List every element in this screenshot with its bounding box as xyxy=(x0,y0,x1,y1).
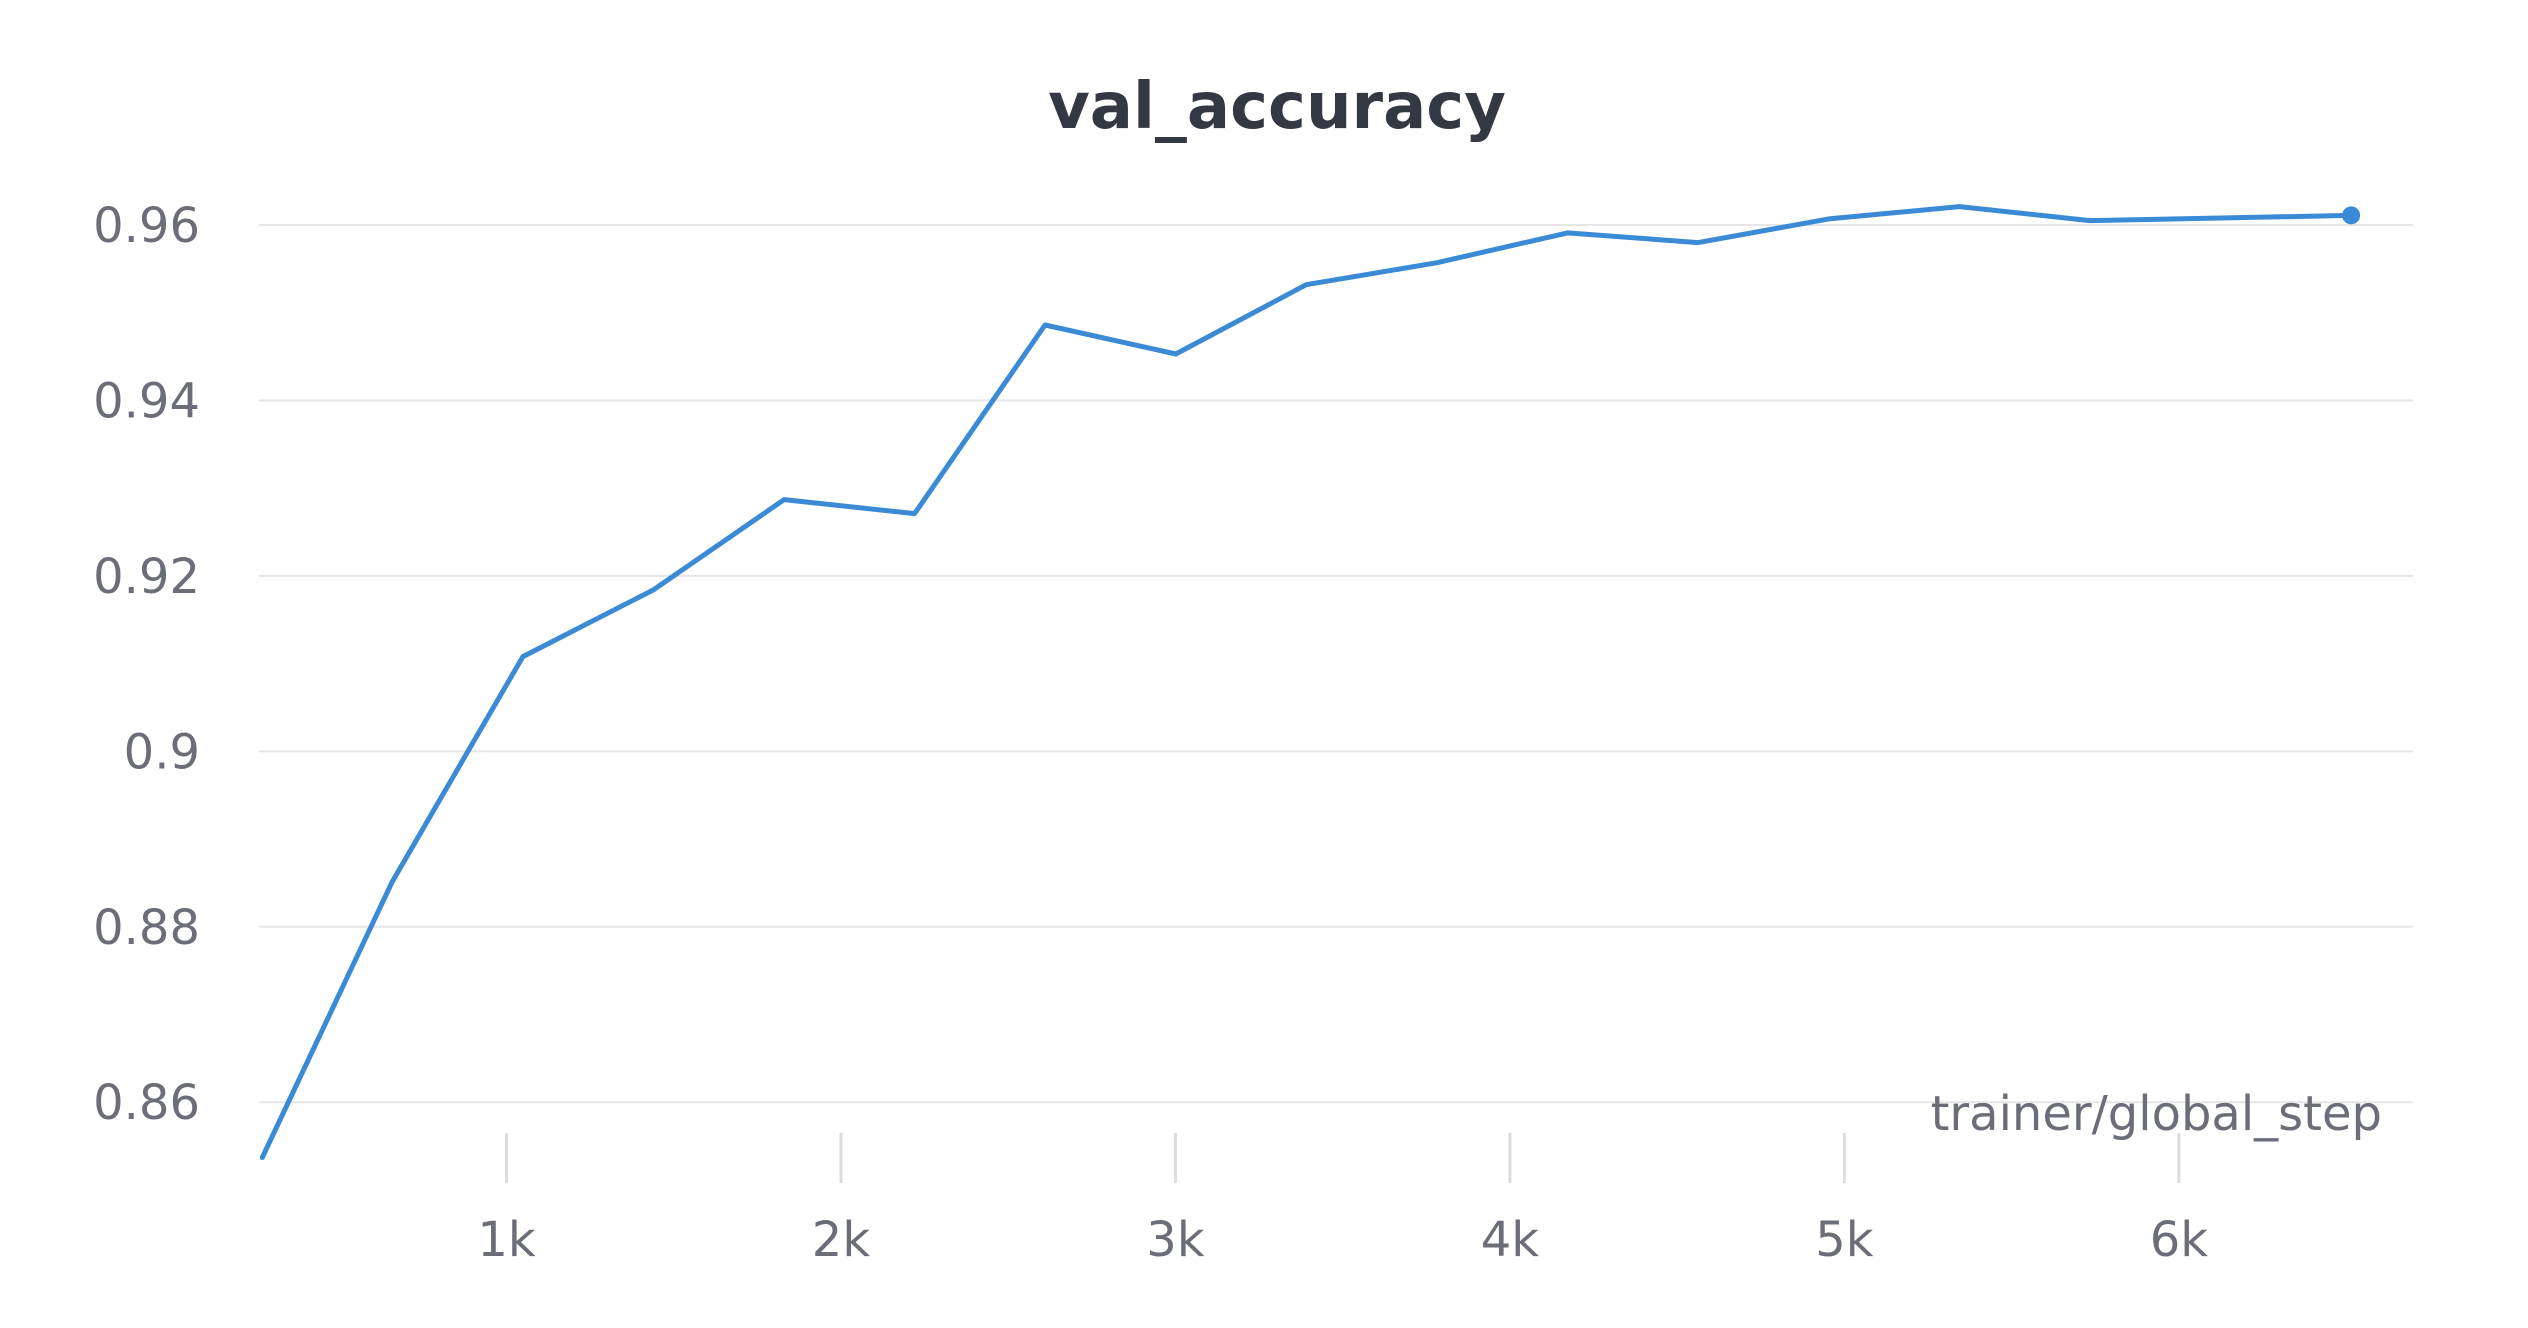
series-layer xyxy=(259,204,2361,1160)
y-tick-label: 0.96 xyxy=(93,198,200,254)
chart-title: val_accuracy xyxy=(1048,70,1506,144)
x-tick-label: 4k xyxy=(1481,1212,1540,1268)
series-end-marker xyxy=(2342,206,2361,225)
x-tick-label: 1k xyxy=(477,1212,536,1268)
y-axis: 0.86 0.88 0.9 0.92 0.94 0.96 xyxy=(93,198,200,1131)
grid-lines xyxy=(259,224,2413,1104)
y-tick-label: 0.86 xyxy=(93,1075,200,1131)
x-tick-label: 5k xyxy=(1815,1212,1874,1268)
series-line xyxy=(259,204,2354,1160)
x-axis: 1k 2k 3k 4k 5k 6k xyxy=(477,1133,2208,1268)
y-tick-label: 0.94 xyxy=(93,373,200,429)
y-tick-label: 0.88 xyxy=(93,900,200,956)
x-tick-label: 3k xyxy=(1146,1212,1205,1268)
x-axis-title: trainer/global_step xyxy=(1931,1086,2382,1142)
x-tick-label: 6k xyxy=(2150,1212,2209,1268)
y-tick-label: 0.9 xyxy=(124,724,200,780)
x-tick-label: 2k xyxy=(812,1212,871,1268)
y-tick-label: 0.92 xyxy=(93,549,200,605)
